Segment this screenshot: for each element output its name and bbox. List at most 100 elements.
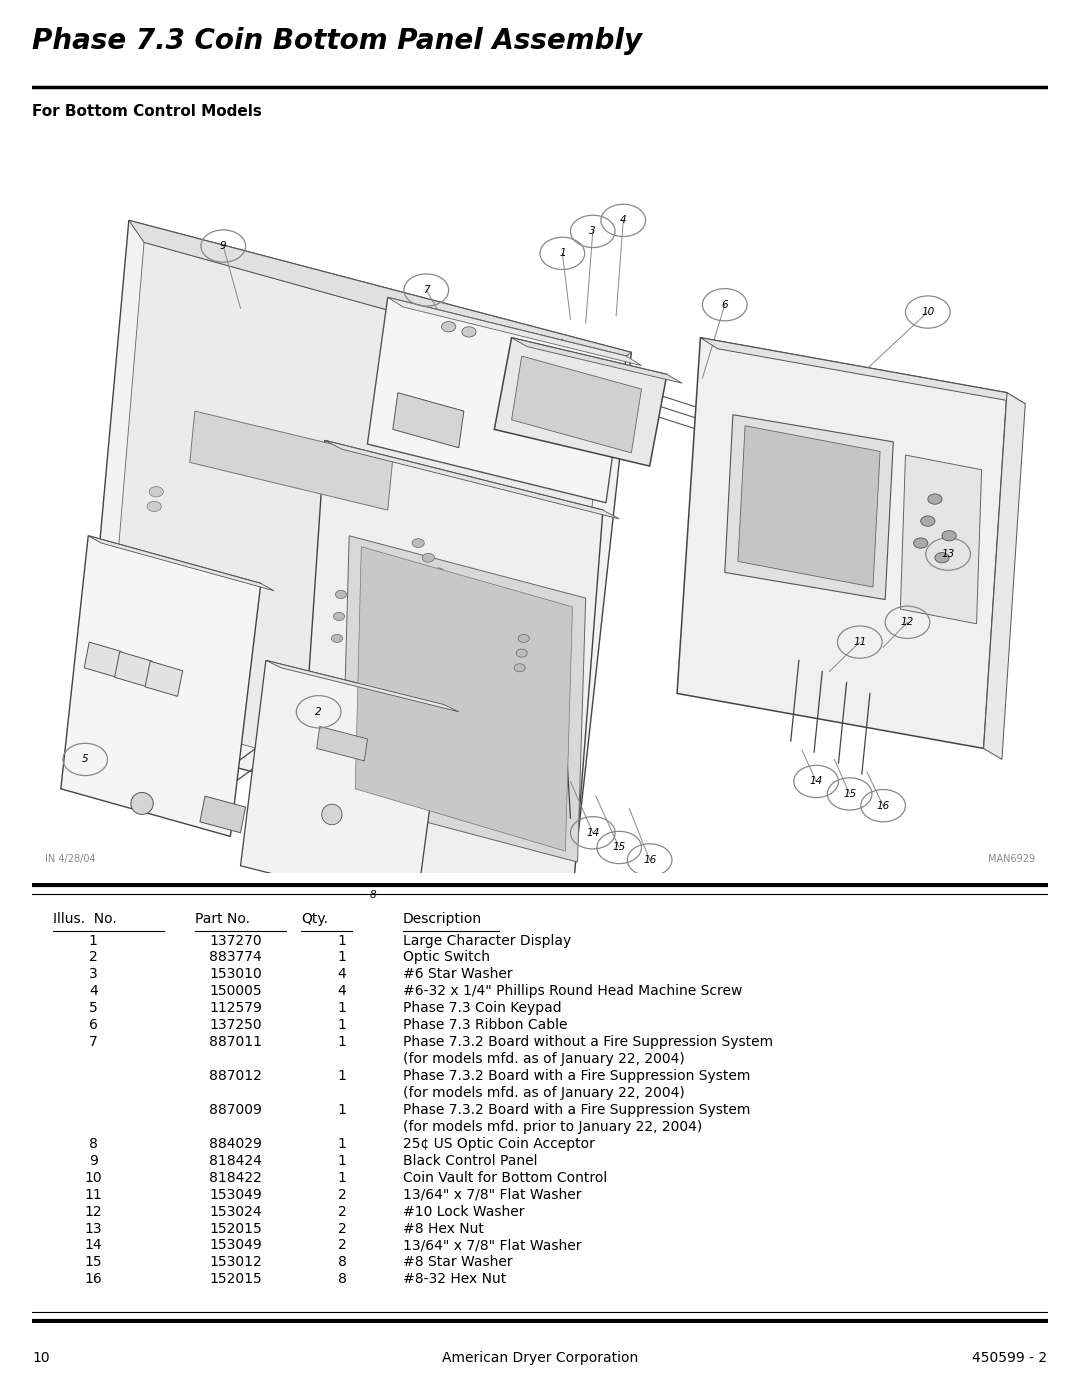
Text: (for models mfd. as of January 22, 2004): (for models mfd. as of January 22, 2004) — [403, 1085, 685, 1099]
Text: 8: 8 — [89, 1137, 98, 1151]
Polygon shape — [316, 726, 367, 761]
Text: Phase 7.3.2 Board with a Fire Suppression System: Phase 7.3.2 Board with a Fire Suppressio… — [403, 1104, 751, 1118]
Polygon shape — [83, 221, 632, 858]
Circle shape — [483, 605, 496, 613]
Polygon shape — [512, 356, 642, 453]
Text: 14: 14 — [84, 1239, 103, 1253]
Text: 8: 8 — [338, 1273, 347, 1287]
Polygon shape — [241, 661, 444, 909]
Text: 15: 15 — [612, 842, 625, 852]
Text: 6: 6 — [89, 1018, 98, 1032]
Polygon shape — [393, 393, 464, 447]
Text: MAN6929: MAN6929 — [988, 855, 1036, 865]
Text: 1: 1 — [338, 1171, 347, 1185]
Text: 25¢ US Optic Coin Acceptor: 25¢ US Optic Coin Acceptor — [403, 1137, 595, 1151]
Circle shape — [432, 569, 445, 577]
Text: 16: 16 — [877, 800, 890, 810]
Circle shape — [516, 650, 527, 657]
Polygon shape — [106, 243, 606, 837]
Circle shape — [935, 553, 949, 563]
Text: 3: 3 — [89, 967, 97, 982]
Text: 8: 8 — [338, 1256, 347, 1270]
Text: 10: 10 — [921, 307, 934, 317]
Text: 153010: 153010 — [210, 967, 261, 982]
Text: #8 Hex Nut: #8 Hex Nut — [403, 1221, 484, 1235]
Text: 13: 13 — [84, 1221, 103, 1235]
Text: IN 4/28/04: IN 4/28/04 — [44, 855, 95, 865]
Polygon shape — [84, 643, 122, 678]
Polygon shape — [725, 415, 893, 599]
Text: #6-32 x 1/4" Phillips Round Head Machine Screw: #6-32 x 1/4" Phillips Round Head Machine… — [403, 985, 742, 999]
Circle shape — [514, 664, 525, 672]
Text: 1: 1 — [338, 1069, 347, 1083]
Text: American Dryer Corporation: American Dryer Corporation — [442, 1351, 638, 1365]
Polygon shape — [296, 440, 603, 928]
Polygon shape — [512, 338, 683, 383]
Polygon shape — [129, 221, 632, 370]
Polygon shape — [984, 393, 1025, 760]
Text: (for models mfd. as of January 22, 2004): (for models mfd. as of January 22, 2004) — [403, 1052, 685, 1066]
Text: 818424: 818424 — [210, 1154, 261, 1168]
Text: Illus.  No.: Illus. No. — [53, 911, 117, 925]
Text: Phase 7.3.2 Board with a Fire Suppression System: Phase 7.3.2 Board with a Fire Suppressio… — [403, 1069, 751, 1083]
Text: 2: 2 — [315, 707, 322, 717]
Text: 887012: 887012 — [210, 1069, 261, 1083]
Text: Description: Description — [403, 911, 482, 925]
Polygon shape — [266, 661, 459, 712]
Circle shape — [147, 502, 161, 511]
Text: 2: 2 — [338, 1239, 347, 1253]
Text: 13/64" x 7/8" Flat Washer: 13/64" x 7/8" Flat Washer — [403, 1239, 581, 1253]
Text: 11: 11 — [84, 1187, 103, 1201]
Text: 1: 1 — [338, 1035, 347, 1049]
Polygon shape — [367, 298, 626, 503]
Text: 887011: 887011 — [208, 1035, 262, 1049]
Text: #8-32 Hex Nut: #8-32 Hex Nut — [403, 1273, 507, 1287]
Text: 4: 4 — [620, 215, 626, 225]
Text: 152015: 152015 — [210, 1273, 261, 1287]
Text: (for models mfd. prior to January 22, 2004): (for models mfd. prior to January 22, 20… — [403, 1120, 702, 1134]
Text: 137250: 137250 — [210, 1018, 261, 1032]
Text: 8: 8 — [369, 890, 376, 900]
Circle shape — [473, 590, 485, 599]
Circle shape — [518, 634, 529, 643]
Text: 2: 2 — [338, 1204, 347, 1218]
Circle shape — [336, 591, 347, 598]
Polygon shape — [190, 411, 393, 510]
Text: 883774: 883774 — [210, 950, 261, 964]
Text: 4: 4 — [89, 985, 97, 999]
Polygon shape — [145, 661, 183, 696]
Text: 10: 10 — [84, 1171, 103, 1185]
Text: Large Character Display: Large Character Display — [403, 933, 571, 947]
Text: 7: 7 — [89, 1035, 97, 1049]
Text: 152015: 152015 — [210, 1221, 261, 1235]
Circle shape — [422, 553, 434, 562]
Circle shape — [942, 531, 956, 541]
Text: Phase 7.3 Coin Keypad: Phase 7.3 Coin Keypad — [403, 1002, 562, 1016]
Text: 1: 1 — [338, 950, 347, 964]
Text: 3: 3 — [590, 226, 596, 236]
Text: Phase 7.3 Coin Bottom Panel Assembly: Phase 7.3 Coin Bottom Panel Assembly — [32, 27, 643, 54]
Text: 16: 16 — [84, 1273, 103, 1287]
Text: 11: 11 — [853, 637, 866, 647]
Text: 153024: 153024 — [210, 1204, 261, 1218]
Circle shape — [334, 612, 345, 620]
Text: Coin Vault for Bottom Control: Coin Vault for Bottom Control — [403, 1171, 607, 1185]
Text: 13: 13 — [942, 549, 955, 559]
Text: 2: 2 — [338, 1187, 347, 1201]
Polygon shape — [60, 536, 261, 837]
Text: Optic Switch: Optic Switch — [403, 950, 490, 964]
Text: 112579: 112579 — [210, 1002, 261, 1016]
Circle shape — [413, 539, 424, 548]
Text: 153012: 153012 — [210, 1256, 261, 1270]
Polygon shape — [342, 536, 585, 862]
Text: 16: 16 — [643, 855, 657, 865]
Polygon shape — [388, 298, 642, 366]
Circle shape — [462, 327, 476, 337]
Text: 12: 12 — [901, 617, 914, 627]
Text: For Bottom Control Models: For Bottom Control Models — [32, 105, 262, 119]
Text: #10 Lock Washer: #10 Lock Washer — [403, 1204, 525, 1218]
Text: 6: 6 — [721, 300, 728, 310]
Text: 15: 15 — [84, 1256, 103, 1270]
Text: 884029: 884029 — [210, 1137, 261, 1151]
Text: 153049: 153049 — [210, 1187, 261, 1201]
